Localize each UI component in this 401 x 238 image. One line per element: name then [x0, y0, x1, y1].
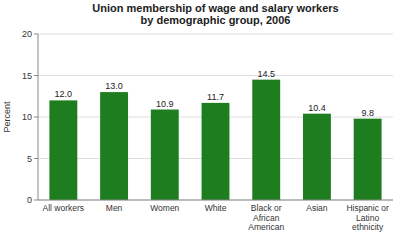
x-tick-label-line: All workers — [43, 203, 85, 213]
x-tick-label-line: Women — [150, 203, 179, 213]
x-tick-label: All workers — [43, 203, 85, 213]
bars — [49, 80, 381, 200]
x-tick-label-line: American — [248, 222, 284, 232]
bar — [252, 80, 280, 200]
data-label: 9.8 — [361, 108, 374, 118]
x-tick-label-line: Asian — [306, 203, 328, 213]
x-tick-label-line: ethnicity — [352, 222, 384, 232]
bar — [303, 114, 331, 200]
x-tick-label-line: Black or — [251, 203, 282, 213]
grid-line — [38, 34, 393, 35]
x-tick-label: Asian — [306, 203, 328, 213]
data-label: 13.0 — [105, 81, 123, 91]
x-tick-label: Women — [150, 203, 179, 213]
bar — [151, 110, 179, 200]
bar — [354, 119, 382, 200]
x-tick-label: Hispanic orLatinoethnicity — [346, 203, 389, 232]
chart-svg: Union membership of wage and salary work… — [0, 0, 401, 238]
x-tick-label-line: White — [205, 203, 227, 213]
data-label: 10.9 — [156, 99, 174, 109]
grid — [38, 34, 393, 200]
grid-line — [38, 200, 393, 201]
x-tick-label-line: Latino — [356, 213, 379, 223]
bar — [202, 103, 230, 200]
y-tick-label: 10 — [22, 112, 32, 122]
y-axis-label: Percent — [2, 101, 12, 133]
x-tick-label: Black orAfricanAmerican — [248, 203, 284, 232]
y-tick-label: 0 — [27, 195, 32, 205]
data-label: 14.5 — [257, 69, 275, 79]
title-line: Union membership of wage and salary work… — [92, 2, 338, 14]
y-axis-line — [38, 34, 39, 200]
grid-line — [38, 75, 393, 76]
y-tick — [34, 34, 38, 35]
x-tick-label: Men — [106, 203, 123, 213]
y-tick — [34, 200, 38, 201]
y-tick-label: 20 — [22, 29, 32, 39]
x-tick-label-line: African — [253, 213, 280, 223]
y-tick — [34, 75, 38, 76]
chart-container: Union membership of wage and salary work… — [0, 0, 401, 238]
chart-title: Union membership of wage and salary work… — [92, 2, 338, 26]
x-tick-label: White — [205, 203, 227, 213]
bar — [49, 100, 77, 200]
bar — [100, 92, 128, 200]
y-tick-label: 5 — [27, 154, 32, 164]
y-tick-label: 15 — [22, 71, 32, 81]
data-label: 11.7 — [207, 92, 224, 102]
x-axis-line — [38, 200, 393, 201]
y-tick — [34, 158, 38, 159]
y-tick — [34, 117, 38, 118]
data-label: 10.4 — [308, 103, 326, 113]
data-label: 12.0 — [55, 89, 73, 99]
x-tick-label-line: Men — [106, 203, 123, 213]
title-line: by demographic group, 2006 — [141, 14, 291, 26]
x-tick-label-line: Hispanic or — [346, 203, 389, 213]
